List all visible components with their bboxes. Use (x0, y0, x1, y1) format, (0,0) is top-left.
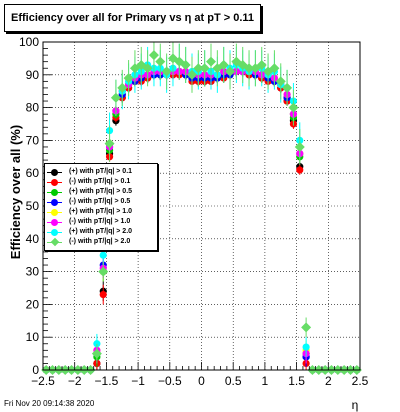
x-axis-label: η (352, 398, 359, 412)
data-point (99, 251, 107, 259)
data-point (142, 63, 153, 74)
data-point (225, 66, 236, 77)
x-tick-label: −1 (131, 374, 145, 388)
data-point (296, 166, 304, 174)
data-point (98, 266, 109, 277)
y-tick-label: 80 (26, 101, 40, 115)
y-axis-label: Efficiency over all (%) (8, 125, 23, 259)
legend-marker (50, 237, 60, 247)
y-tick-label: 70 (26, 133, 40, 147)
data-point (294, 141, 305, 152)
y-tick-label: 30 (26, 265, 40, 279)
legend-marker (51, 189, 58, 196)
data-series (41, 42, 362, 375)
data-point (269, 63, 280, 74)
y-tick-label: 40 (26, 232, 40, 246)
y-tick-label: 20 (26, 297, 40, 311)
data-point (244, 63, 255, 74)
legend-marker (51, 229, 58, 236)
data-point (99, 290, 107, 299)
x-tick-label: 2 (325, 374, 332, 388)
data-point (193, 63, 204, 74)
x-tick-label: −0.5 (158, 374, 182, 388)
data-point (212, 63, 223, 74)
data-point (186, 69, 197, 80)
y-tick-label: 100 (19, 35, 39, 49)
series-7 (41, 42, 362, 375)
legend-label: (+) with pT/|q| > 0.1 (69, 168, 133, 175)
legend-label: (+) with pT/|q| > 0.5 (69, 188, 133, 195)
y-tick-label: 60 (26, 166, 40, 180)
data-point (282, 82, 293, 93)
y-tick-label: 0 (32, 363, 39, 377)
data-point (288, 102, 299, 113)
x-tick-label: 1 (262, 374, 269, 388)
data-point (155, 56, 166, 67)
x-tick-label: −2.5 (31, 374, 55, 388)
data-point (301, 322, 312, 333)
data-point (123, 73, 134, 84)
chart-title: Efficiency over all for Primary vs η at … (4, 4, 262, 32)
datestamp: Fri Nov 20 09:14:38 2020 (4, 399, 95, 408)
x-tick-label: 0.5 (225, 374, 242, 388)
y-tick-label: 90 (26, 68, 40, 82)
legend-entry: (-) with pT/|q| > 0.5 (45, 197, 157, 207)
legend-label: (+) with pT/|q| > 1.0 (69, 208, 133, 215)
y-tick-label: 10 (26, 330, 40, 344)
data-point (129, 63, 140, 74)
legend: (+) with pT/|q| > 0.1 (-) with pT/|q| > 0… (44, 163, 158, 251)
data-point (256, 59, 267, 70)
legend-label: (-) with pT/|q| > 2.0 (69, 238, 131, 245)
legend-marker (51, 199, 58, 206)
data-point (250, 63, 261, 74)
y-tick-label: 50 (26, 199, 40, 213)
data-point (302, 343, 310, 351)
data-point (148, 50, 159, 61)
legend-entry: (-) with pT/|q| > 1.0 (45, 217, 157, 227)
legend-marker (51, 179, 58, 186)
x-tick-label: −1.5 (95, 374, 119, 388)
data-point (218, 59, 229, 70)
legend-marker (51, 169, 58, 176)
legend-label: (-) with pT/|q| > 1.0 (69, 218, 131, 225)
legend-entry: (+) with pT/|q| > 2.0 (45, 227, 157, 237)
x-tick-label: 1.5 (288, 374, 305, 388)
legend-entry: (+) with pT/|q| > 1.0 (45, 207, 157, 217)
legend-entry: (+) with pT/|q| > 0.5 (45, 187, 157, 197)
x-tick-label: 2.5 (352, 374, 369, 388)
data-point (206, 56, 217, 67)
data-point (161, 66, 172, 77)
legend-entry: (+) with pT/|q| > 0.1 (45, 167, 157, 177)
x-tick-label: −2 (68, 374, 82, 388)
legend-entry: (-) with pT/|q| > 0.1 (45, 177, 157, 187)
legend-label: (+) with pT/|q| > 2.0 (69, 228, 133, 235)
data-point (91, 348, 102, 359)
x-tick-label: 0 (198, 374, 205, 388)
data-point (110, 92, 121, 103)
data-point (117, 82, 128, 93)
data-point (199, 63, 210, 74)
data-point (180, 59, 191, 70)
legend-entry: (-) with pT/|q| > 2.0 (45, 237, 157, 247)
legend-label: (-) with pT/|q| > 0.5 (69, 198, 131, 205)
legend-label: (-) with pT/|q| > 0.1 (69, 178, 131, 185)
data-point (104, 138, 115, 149)
legend-marker (51, 219, 58, 226)
legend-marker (51, 209, 58, 216)
data-point (275, 76, 286, 87)
